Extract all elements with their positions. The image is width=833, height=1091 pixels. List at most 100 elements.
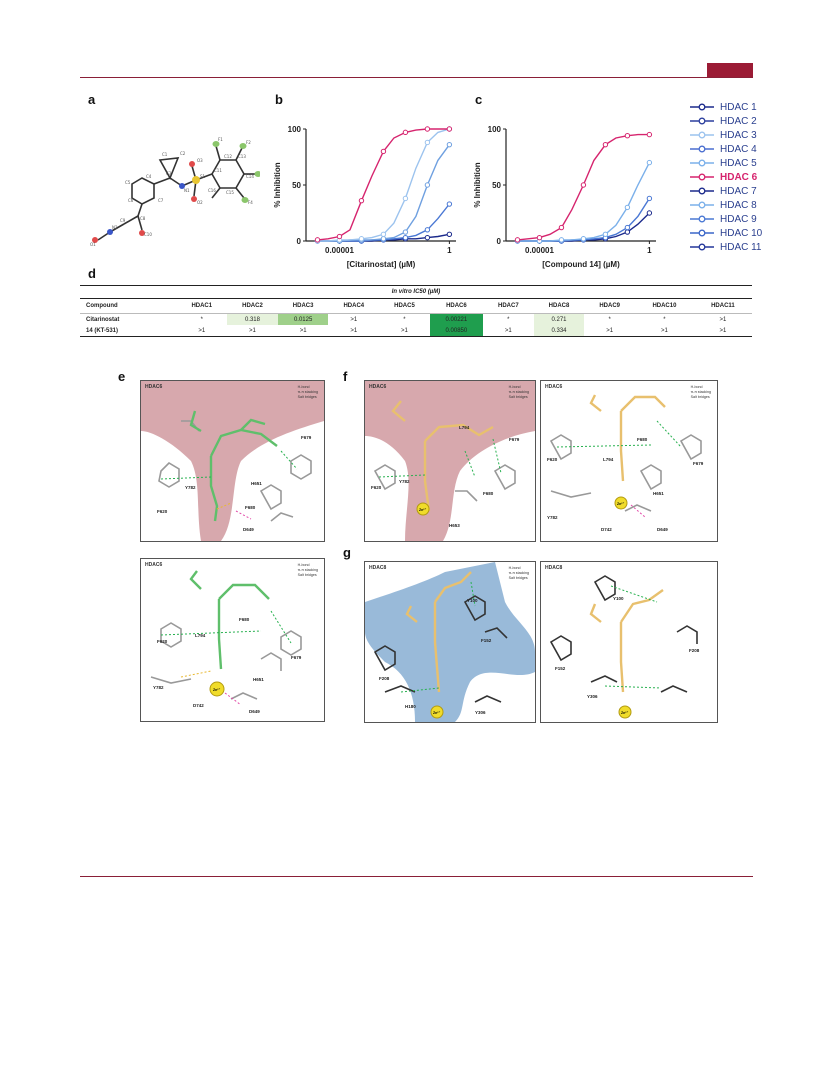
zn-label: Zn²⁺	[419, 508, 426, 512]
data-point	[380, 236, 387, 242]
legend-pi-stacking: π-π stacking	[690, 390, 711, 395]
y-tick-label: 0	[297, 237, 302, 246]
residue-label: D742	[193, 703, 204, 708]
data-point	[580, 182, 587, 188]
legend-pi-stacking: π-π stacking	[297, 390, 318, 395]
data-point	[514, 237, 521, 243]
residue-label: F679	[693, 461, 704, 466]
residue-label: Y782	[547, 515, 558, 520]
table-cell: >1	[328, 325, 380, 337]
series-line	[517, 198, 650, 242]
data-point	[424, 227, 431, 233]
docking-title: HDAC8	[545, 565, 563, 571]
y-axis-label: % Inhibition	[273, 162, 282, 207]
data-point	[602, 231, 609, 237]
column-header: HDAC1	[176, 298, 228, 314]
y-tick-label: 0	[497, 237, 502, 246]
legend-pi-stacking: π-π stacking	[297, 568, 318, 573]
svg-text:C9: C9	[120, 218, 126, 223]
residue-label: Y100	[613, 596, 624, 601]
legend-item: HDAC 7	[690, 184, 800, 198]
x-axis-label: [Citarinostat] (µM)	[347, 260, 416, 269]
data-point	[446, 231, 453, 237]
docking-f-left: Zn²⁺ HDAC6 H-bond π-π stacking Salt brid…	[364, 380, 536, 542]
svg-text:O2: O2	[197, 200, 203, 205]
hdac-legend: HDAC 1 HDAC 2 HDAC 3 HDAC 4 HDAC 5 HDAC 6 HDAC…	[690, 100, 800, 254]
column-header: HDAC5	[379, 298, 430, 314]
table-cell: >1	[227, 325, 278, 337]
docking-title: HDAC6	[145, 384, 163, 390]
residue-label: H180	[405, 704, 416, 709]
legend-salt-bridges: Salt bridges	[297, 395, 317, 400]
data-point	[358, 236, 365, 242]
legend-item: HDAC 5	[690, 156, 800, 170]
legend-swatch-icon	[690, 130, 714, 140]
residue-label: F152	[481, 638, 492, 643]
data-point	[402, 229, 409, 235]
series-line	[517, 162, 651, 242]
svg-text:C10: C10	[144, 232, 152, 237]
zn-label: Zn²⁺	[433, 711, 440, 715]
table-cell: 0.0125	[277, 313, 329, 325]
svg-text:C13: C13	[238, 154, 246, 159]
panel-label-a: a	[88, 92, 96, 107]
y-tick-label: 100	[288, 125, 302, 134]
svg-text:C12: C12	[224, 154, 232, 159]
legend-label: HDAC 6	[720, 171, 758, 183]
residue-label: F679	[301, 435, 312, 440]
residue-label: F620	[371, 485, 382, 490]
legend-label: HDAC 3	[720, 129, 757, 141]
data-point	[646, 210, 653, 216]
panel-label-f: f	[343, 369, 348, 384]
table-cell: *	[507, 316, 510, 323]
legend-label: HDAC 1	[720, 101, 757, 113]
docking-e-bottom: Zn²⁺ HDAC6 H-bond π-π stacking Salt brid…	[140, 558, 325, 722]
data-point	[558, 237, 565, 243]
residue-label: F208	[689, 648, 700, 653]
residue-label: F620	[157, 639, 168, 644]
table-cell: >1	[379, 325, 430, 337]
legend-hbond: H-bond	[297, 563, 310, 567]
legend-swatch-icon	[690, 242, 714, 252]
table-caption: In vitro IC50 (µM)	[80, 285, 752, 299]
column-header: HDAC10	[635, 298, 694, 314]
residue-label: L794	[459, 425, 470, 430]
docking-title: HDAC8	[369, 565, 387, 571]
table-row: Citarinostat * 0.318 0.0125 >1 * 0.00221 * 0.271…	[80, 313, 752, 325]
table-cell: 0.00850	[429, 325, 483, 337]
column-header: HDAC7	[483, 298, 534, 314]
pocket-surface-e-top	[141, 381, 324, 541]
legend-hbond: H-bond	[508, 385, 521, 389]
table-cell: 0.334	[533, 325, 585, 337]
data-point	[446, 201, 453, 207]
legend-item: HDAC 1	[690, 100, 800, 114]
legend-swatch-icon	[690, 158, 714, 168]
header-rule	[80, 77, 753, 78]
svg-text:F4: F4	[248, 200, 253, 205]
data-point	[646, 159, 653, 166]
column-header: Compound	[80, 298, 177, 314]
residue-label: F620	[157, 509, 168, 514]
zn-label: Zn²⁺	[621, 711, 628, 715]
data-point	[446, 141, 453, 148]
table-cell: >1	[350, 316, 358, 323]
column-header: HDAC3	[277, 298, 329, 314]
y-tick-label: 100	[488, 125, 502, 134]
row-label: 14 (KT-531)	[80, 325, 177, 337]
legend-item: HDAC 10	[690, 226, 800, 240]
column-header: HDAC6	[429, 298, 483, 314]
residue-label: H651	[251, 481, 262, 486]
residue-label: D649	[249, 709, 260, 714]
svg-text:C16: C16	[208, 188, 216, 193]
data-point	[536, 234, 543, 241]
legend-salt-bridges: Salt bridges	[690, 395, 710, 400]
residue-label: H653	[449, 523, 460, 528]
residue-label: F152	[555, 666, 566, 671]
table-cell: *	[200, 316, 203, 323]
chart-compound-14: 0 50 100 0.00001 1 % Inhibition [Compound 14] …	[473, 125, 656, 269]
legend-item: HDAC 4	[690, 142, 800, 156]
table-cell: 0.00221	[429, 313, 483, 325]
data-point	[358, 197, 365, 204]
legend-pi-stacking: π-π stacking	[508, 390, 529, 395]
docking-title: HDAC6	[545, 384, 563, 390]
